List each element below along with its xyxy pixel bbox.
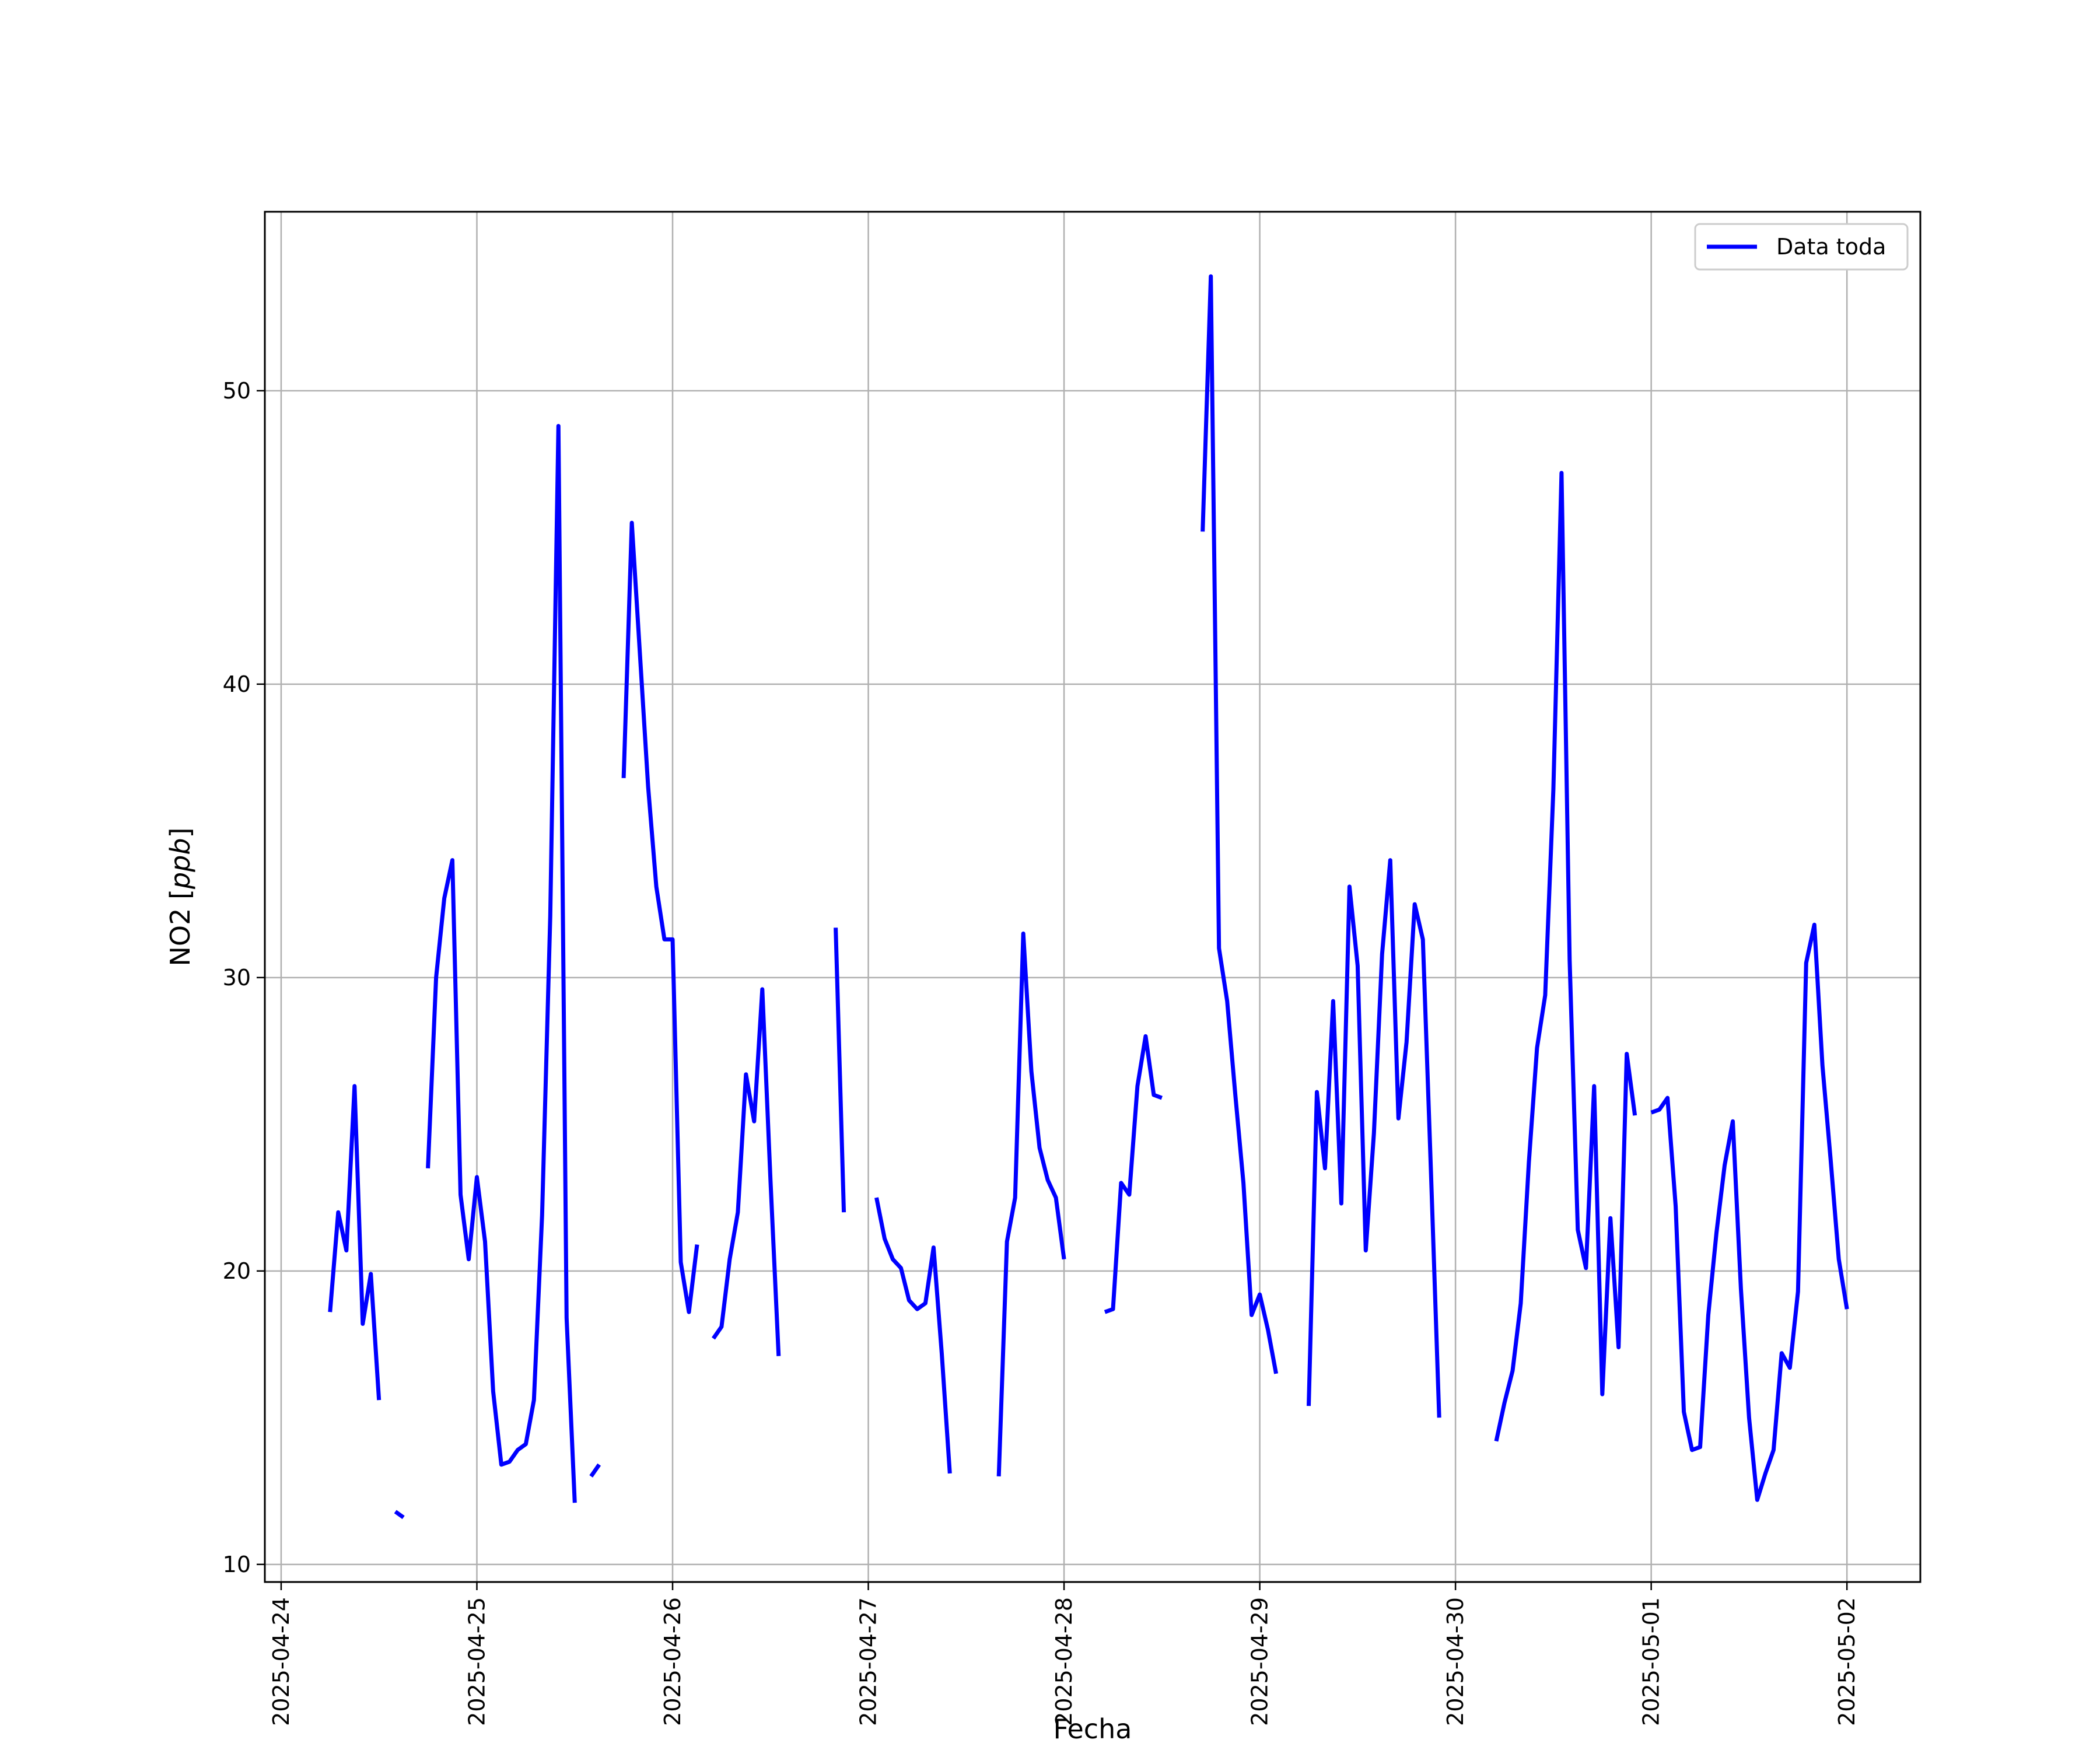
x-tick-label: 2025-05-02 — [1834, 1597, 1860, 1726]
series-line-segment — [1494, 471, 1637, 1442]
series-line-segment — [394, 1510, 405, 1520]
plot-frame — [264, 211, 1922, 1583]
legend-label: Data toda — [1776, 234, 1886, 260]
series-line-segment — [1104, 1034, 1163, 1314]
series-line-segment — [712, 987, 781, 1356]
y-axis-label-unit: ppb — [164, 838, 196, 890]
axis-ticks: 2025-04-24 2025-04-25 2025-04-26 2025-04-27… — [223, 378, 1860, 1726]
grid-lines — [265, 212, 1920, 1582]
series-line-segment — [1307, 858, 1441, 1418]
series-line-segment — [1200, 274, 1279, 1374]
x-axis-label: Fecha — [1054, 1713, 1132, 1745]
series-line-segment — [874, 1197, 952, 1474]
y-axis-label-close: ] — [164, 827, 196, 838]
series-line-segment — [1650, 922, 1849, 1502]
y-tick-label: 10 — [223, 1552, 251, 1577]
y-tick-label: 50 — [223, 378, 251, 404]
series-line-segment — [834, 928, 846, 1213]
series-line-segment — [996, 931, 1066, 1477]
series-line-segment — [426, 424, 577, 1503]
x-tick-label: 2025-04-30 — [1443, 1597, 1468, 1726]
y-axis-label: NO2 [ppb] — [164, 827, 196, 966]
y-tick-label: 20 — [223, 1258, 251, 1284]
data-series-lines — [328, 274, 1849, 1520]
x-tick-label: 2025-05-01 — [1639, 1597, 1664, 1726]
y-tick-label: 40 — [223, 671, 251, 697]
x-tick-label: 2025-04-29 — [1247, 1597, 1273, 1726]
series-line-segment — [589, 1463, 601, 1478]
x-tick-label: 2025-04-27 — [856, 1597, 881, 1726]
x-tick-label: 2025-04-28 — [1051, 1597, 1077, 1726]
x-tick-label: 2025-04-24 — [268, 1597, 294, 1726]
legend: Data toda — [1694, 223, 1909, 271]
y-tick-label: 30 — [223, 965, 251, 991]
y-axis-label-main: NO2 [ — [164, 889, 196, 966]
series-line-segment — [328, 1084, 382, 1401]
series-line-segment — [621, 520, 699, 1314]
legend-box — [1694, 223, 1909, 271]
x-tick-label: 2025-04-26 — [660, 1597, 685, 1726]
x-tick-label: 2025-04-25 — [464, 1597, 489, 1726]
